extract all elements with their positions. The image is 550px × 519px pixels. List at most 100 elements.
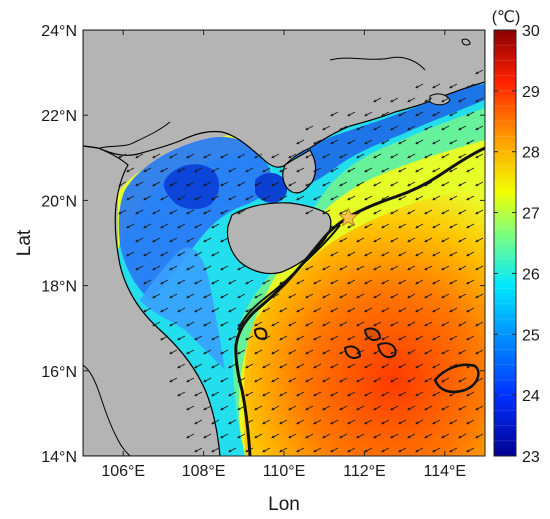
wind-vector-arrow <box>220 237 229 243</box>
wind-vector-arrow <box>169 181 178 187</box>
wind-vector-arrow <box>373 153 382 159</box>
wind-vector-arrow <box>449 419 458 425</box>
wind-vector-arrow <box>415 251 424 257</box>
wind-vector-arrow <box>432 279 441 285</box>
wind-vector-arrow <box>152 181 161 187</box>
wind-vector-arrow <box>432 139 441 145</box>
wind-vector-arrow <box>237 433 246 439</box>
lon-tick-label: 112°E <box>343 463 386 480</box>
wind-vector-arrow <box>126 251 135 257</box>
wind-vector-arrow <box>305 153 314 159</box>
wind-vector-arrow <box>390 153 399 159</box>
wind-vector-arrow <box>305 181 314 187</box>
wind-vector-arrow <box>330 335 339 341</box>
wind-vector-arrow <box>279 335 288 341</box>
wind-vector-arrow <box>313 419 322 425</box>
wind-vector-arrow <box>203 377 212 383</box>
wind-vector-arrow <box>271 321 280 327</box>
wind-vector-arrow <box>475 153 484 159</box>
wind-vector-arrow <box>220 293 229 299</box>
wind-vector-arrow <box>237 153 246 159</box>
wind-vector-arrow <box>347 307 356 313</box>
wind-vector-arrow <box>407 377 416 383</box>
wind-vector-arrow <box>449 223 458 229</box>
wind-vector-arrow <box>390 405 399 411</box>
wind-vector-arrow <box>211 167 220 173</box>
wind-vector-arrow <box>220 377 229 383</box>
wind-vector-arrow <box>279 279 288 285</box>
land-hainan-island <box>226 202 332 275</box>
wind-vector-arrow <box>194 363 203 369</box>
wind-vector-arrow <box>390 377 399 383</box>
wind-vector-arrow <box>475 125 484 131</box>
wind-vector-arrow <box>449 335 458 341</box>
wind-vector-arrow <box>424 237 433 243</box>
wind-vector-arrow <box>415 139 424 145</box>
wind-vector-arrow <box>407 293 416 299</box>
wind-vector-arrow <box>339 433 348 439</box>
wind-vector-arrow <box>220 181 229 187</box>
wind-vector-arrow <box>356 153 365 159</box>
wind-vector-arrow <box>466 419 475 425</box>
wind-vector-arrow <box>237 349 246 355</box>
wind-vector-arrow <box>432 307 441 313</box>
wind-vector-arrow <box>169 237 178 243</box>
wind-vector-arrow <box>313 139 322 145</box>
wind-vector-arrow <box>237 405 246 411</box>
wind-vector-arrow <box>194 251 203 257</box>
wind-vector-arrow <box>398 363 407 369</box>
wind-vector-arrow <box>441 321 450 327</box>
lon-axis: 106°E 108°E 110°E 112°E 114°E <box>101 30 466 480</box>
colorbar-tick-label: 29 <box>522 84 540 101</box>
wind-vector-arrow <box>177 251 186 257</box>
wind-vector-arrow <box>220 433 229 439</box>
wind-vector-arrow <box>322 209 331 215</box>
wind-vector-arrow <box>415 83 424 89</box>
sst-blue-strait <box>255 172 288 203</box>
wind-vector-arrow <box>228 307 237 313</box>
wind-vector-arrow <box>305 293 314 299</box>
wind-vector-arrow <box>330 307 339 313</box>
wind-vector-arrow <box>228 419 237 425</box>
wind-vector-arrow <box>330 447 339 453</box>
wind-vector-arrow <box>322 265 331 271</box>
wind-vector-arrow <box>364 307 373 313</box>
wind-vector-arrow <box>330 111 339 117</box>
wind-vector-arrow <box>432 83 441 89</box>
wind-vector-arrow <box>305 321 314 327</box>
wind-vector-arrow <box>177 335 186 341</box>
wind-vector-arrow <box>381 447 390 453</box>
wind-vector-arrow <box>415 447 424 453</box>
wind-vector-arrow <box>475 321 484 327</box>
wind-vector-arrow <box>254 293 263 299</box>
wind-vector-arrow <box>186 293 195 299</box>
wind-vector-arrow <box>466 307 475 313</box>
lon-tick-label: 114°E <box>424 463 467 480</box>
wind-vector-arrow <box>356 405 365 411</box>
wind-vector-arrow <box>347 167 356 173</box>
wind-vector-arrow <box>194 419 203 425</box>
wind-vector-arrow <box>288 377 297 383</box>
wind-vector-arrow <box>186 237 195 243</box>
wind-vector-arrow <box>364 391 373 397</box>
sst-blue-shelf-west <box>140 247 225 370</box>
wind-vector-arrow <box>211 419 220 425</box>
wind-vector-arrow <box>322 321 331 327</box>
wind-vector-arrow <box>407 405 416 411</box>
wind-vector-arrow <box>203 349 212 355</box>
wind-vector-arrow <box>254 377 263 383</box>
wind-vector-arrow <box>373 321 382 327</box>
wind-vector-arrow <box>237 321 246 327</box>
wind-vector-arrow <box>415 363 424 369</box>
lat-tick-label: 18°N <box>41 279 77 296</box>
wind-vector-arrow <box>441 125 450 131</box>
land-border-2 <box>83 364 131 456</box>
wind-vector-arrow <box>288 181 297 187</box>
wind-vector-arrow <box>441 433 450 439</box>
wind-vector-arrow <box>458 433 467 439</box>
wind-vector-arrow <box>254 153 263 159</box>
wind-vector-arrow <box>135 209 144 215</box>
wind-vector-arrow <box>364 335 373 341</box>
wind-vector-arrow <box>373 349 382 355</box>
